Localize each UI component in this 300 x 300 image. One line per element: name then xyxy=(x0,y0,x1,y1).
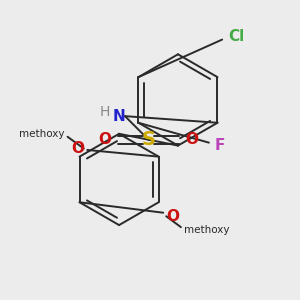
Text: methoxy: methoxy xyxy=(19,129,64,139)
Text: N: N xyxy=(112,109,125,124)
Text: F: F xyxy=(215,138,225,153)
Text: Cl: Cl xyxy=(228,29,244,44)
Text: H: H xyxy=(100,105,110,119)
Text: O: O xyxy=(166,209,179,224)
Text: S: S xyxy=(142,130,155,149)
Text: O: O xyxy=(71,141,84,156)
Text: O: O xyxy=(99,132,112,147)
Text: methoxy: methoxy xyxy=(184,225,230,235)
Text: O: O xyxy=(185,132,198,147)
